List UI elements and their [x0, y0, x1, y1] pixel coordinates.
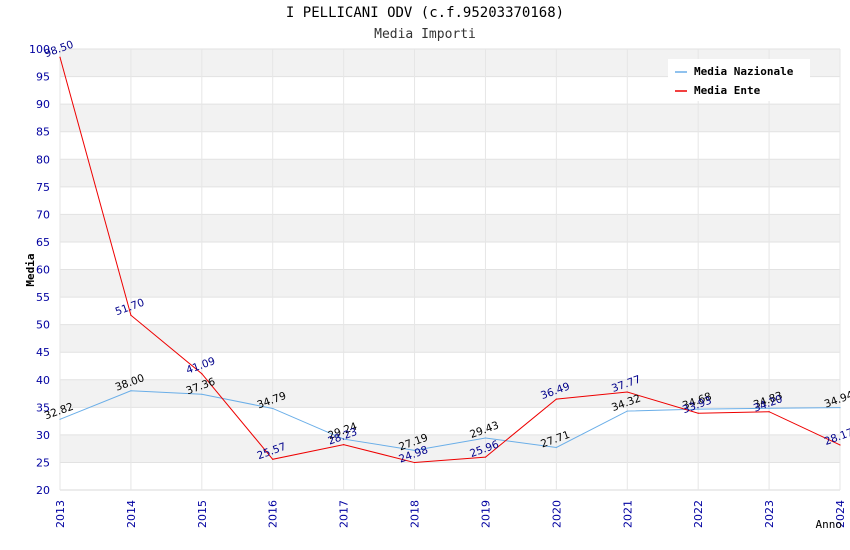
- grid-band: [60, 324, 840, 353]
- legend-label-media-ente: Media Ente: [694, 84, 761, 97]
- y-tick-label: 65: [36, 236, 50, 249]
- y-tick-label: 45: [36, 346, 50, 359]
- x-axis-label: Anno: [816, 518, 843, 531]
- x-tick-label: 2024: [834, 500, 847, 528]
- grid-band: [60, 269, 840, 298]
- data-point: [272, 458, 274, 460]
- data-point: [413, 461, 416, 464]
- y-axis-label: Media: [24, 253, 37, 286]
- x-tick-labels: 2013 2014 2015 2016 2017 2018 2019 2020 2021 2022…: [54, 500, 847, 528]
- x-tick-label: 2016: [267, 500, 280, 528]
- chart-subtitle: Media Importi: [374, 27, 476, 42]
- y-tick-label: 85: [36, 126, 50, 139]
- chart-title: I PELLICANI ODV (c.f.95203370168): [285, 5, 565, 21]
- grid-band: [60, 352, 840, 380]
- y-tick-label: 35: [36, 401, 50, 414]
- y-tick-label: 40: [36, 374, 50, 387]
- x-tick-label: 2020: [550, 500, 563, 528]
- data-point: [839, 444, 841, 446]
- data-point: [484, 456, 487, 458]
- gridlines: [60, 48, 840, 491]
- data-point: [768, 411, 770, 413]
- data-point: [626, 391, 628, 393]
- grid-band: [60, 159, 840, 187]
- x-tick-label: 2013: [54, 500, 67, 528]
- legend-box: [668, 59, 810, 101]
- grid-band: [60, 214, 840, 242]
- y-tick-label: 60: [36, 264, 50, 277]
- x-tick-label: 2022: [692, 500, 705, 528]
- x-tick-label: 2015: [196, 500, 209, 528]
- x-tick-label: 2021: [621, 500, 634, 528]
- data-point: [130, 390, 132, 392]
- data-point: [343, 438, 345, 440]
- x-tick-label: 2019: [479, 500, 492, 528]
- data-point: [555, 398, 557, 400]
- y-tick-label: 75: [36, 181, 50, 194]
- grid-band: [60, 462, 840, 490]
- data-point: [768, 407, 770, 409]
- grid-band: [60, 434, 840, 463]
- y-tick-label: 95: [36, 71, 50, 84]
- data-point: [839, 407, 841, 409]
- y-tick-label: 30: [36, 429, 50, 442]
- grid-band: [60, 186, 840, 215]
- data-point: [626, 410, 628, 412]
- grid-band: [60, 407, 840, 435]
- x-tick-label: 2014: [125, 500, 138, 528]
- legend-label-media-nazionale: Media Nazionale: [694, 65, 794, 78]
- grid-band: [60, 104, 840, 132]
- data-point: [59, 56, 61, 58]
- data-point: [130, 314, 132, 316]
- data-point: [59, 418, 61, 420]
- grid-band: [60, 131, 840, 160]
- grid-bands: [60, 49, 840, 490]
- series-line-0: [59, 390, 841, 451]
- data-point: [484, 437, 487, 439]
- data-point: [201, 393, 203, 395]
- data-point: [413, 449, 416, 451]
- y-tick-label: 55: [36, 291, 50, 304]
- x-tick-label: 2018: [409, 500, 422, 528]
- y-tick-label: 25: [36, 456, 50, 469]
- grid-band: [60, 297, 840, 325]
- y-tick-label: 90: [36, 98, 50, 111]
- y-tick-label: 50: [36, 319, 50, 332]
- series-lines: [59, 56, 841, 464]
- y-tick-label: 100: [29, 43, 50, 56]
- y-tick-label: 70: [36, 208, 50, 221]
- data-point: [343, 444, 345, 446]
- data-point: [555, 446, 557, 449]
- y-tick-label: 20: [36, 484, 50, 497]
- x-tick-label: 2023: [763, 500, 776, 528]
- data-point: [697, 412, 699, 414]
- y-tick-labels: 20 25 30 35 40 45 50 55 60 65 70 75 80 85 90 95 100: [29, 43, 50, 497]
- data-point: [272, 407, 274, 410]
- data-point: [697, 408, 699, 410]
- legend: Media Nazionale Media Ente: [668, 59, 810, 101]
- grid-band: [60, 241, 840, 270]
- y-tick-label: 80: [36, 153, 50, 166]
- axes: [59, 49, 841, 491]
- data-point: [201, 373, 203, 375]
- series-line-1: [59, 57, 841, 464]
- x-tick-label: 2017: [338, 500, 351, 528]
